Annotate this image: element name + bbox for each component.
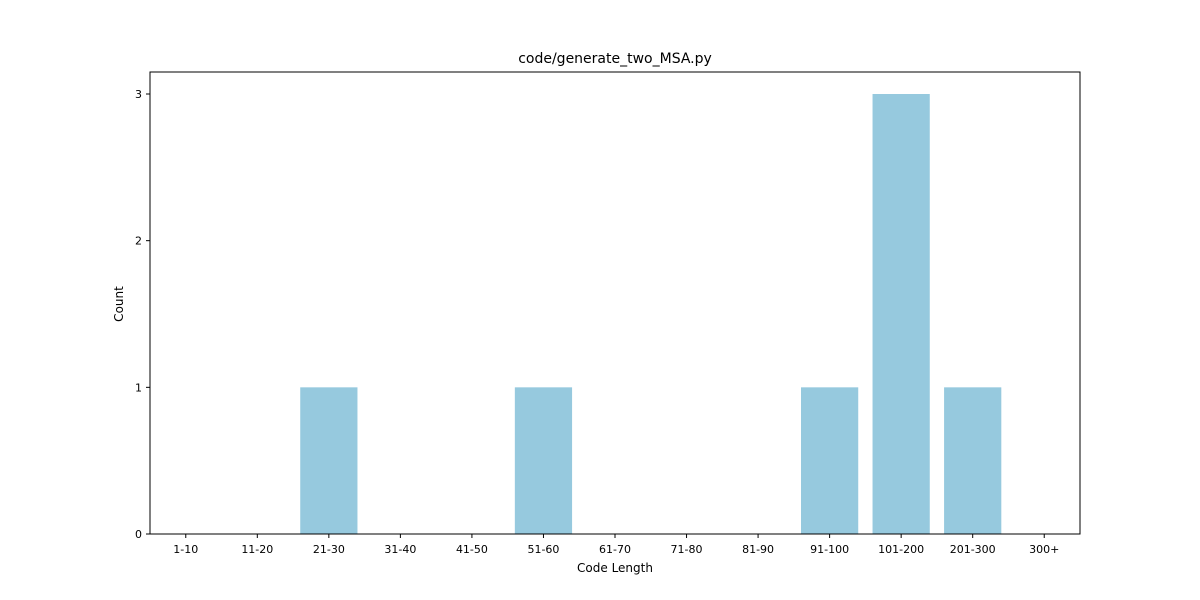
y-axis-label: Count	[112, 286, 126, 322]
bar-51-60	[514, 387, 573, 534]
x-tick-label: 91-100	[810, 543, 849, 556]
x-tick-label: 21-30	[313, 543, 345, 556]
x-tick-label: 51-60	[527, 543, 559, 556]
x-tick-label: 31-40	[384, 543, 416, 556]
x-tick-label: 11-20	[241, 543, 273, 556]
y-tick-label: 0	[135, 528, 142, 541]
x-axis-label: Code Length	[577, 561, 653, 575]
x-tick-label: 300+	[1029, 543, 1059, 556]
chart-title: code/generate_two_MSA.py	[518, 51, 712, 67]
plot-frame	[149, 71, 1081, 535]
bar-21-30	[300, 387, 358, 534]
bars-group	[300, 94, 1002, 534]
bar-101-200	[872, 94, 930, 534]
bar-91-100	[801, 387, 859, 534]
x-tick-label: 61-70	[599, 543, 631, 556]
bar-201-300	[944, 387, 1002, 534]
x-tick-label: 1-10	[173, 543, 198, 556]
x-tick-label: 81-90	[742, 543, 774, 556]
y-tick-label: 2	[135, 235, 142, 248]
x-ticks-group: 1-10 11-20 21-30 31-40 41-50 51-60 61-70 71-80 8…	[173, 534, 1059, 556]
x-tick-label: 41-50	[456, 543, 488, 556]
x-tick-label: 71-80	[671, 543, 703, 556]
y-tick-label: 3	[135, 88, 142, 101]
x-tick-label: 101-200	[878, 543, 924, 556]
x-tick-label: 201-300	[950, 543, 996, 556]
y-ticks-group: 0 1 2 3	[135, 88, 150, 541]
y-tick-label: 1	[135, 381, 142, 394]
